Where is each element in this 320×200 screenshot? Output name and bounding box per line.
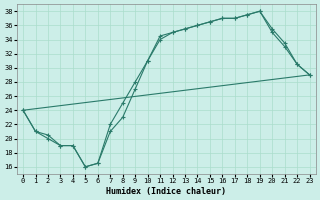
X-axis label: Humidex (Indice chaleur): Humidex (Indice chaleur) <box>106 187 226 196</box>
